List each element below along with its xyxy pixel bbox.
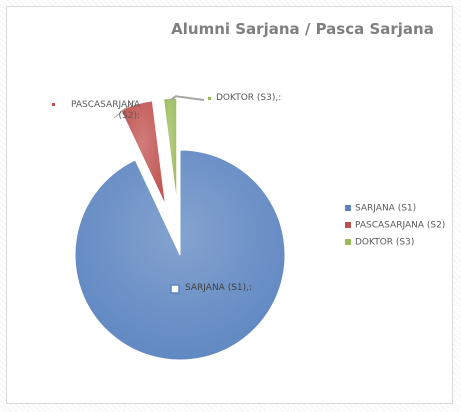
legend-swatch xyxy=(345,239,351,245)
data-label: SARJANA (S1),: xyxy=(185,283,253,293)
label-marker xyxy=(208,97,211,100)
leader-line xyxy=(169,95,205,102)
data-label: PASCASARJANA (S2): xyxy=(71,100,140,121)
legend-label: DOKTOR (S3) xyxy=(355,238,414,248)
legend-label: PASCASARJANA (S2) xyxy=(355,221,445,231)
legend-label: SARJANA (S1) xyxy=(355,204,416,214)
label-marker xyxy=(170,284,180,294)
legend-swatch xyxy=(345,205,351,211)
pie-slice xyxy=(74,149,286,361)
data-label: DOKTOR (S3),: xyxy=(216,93,282,103)
leader-line xyxy=(113,100,136,119)
chart-title: Alumni Sarjana / Pasca Sarjana xyxy=(171,20,434,38)
pie-slice xyxy=(120,100,166,206)
label-marker xyxy=(52,103,55,106)
pie-slice xyxy=(163,97,178,204)
legend-swatch xyxy=(345,222,351,228)
